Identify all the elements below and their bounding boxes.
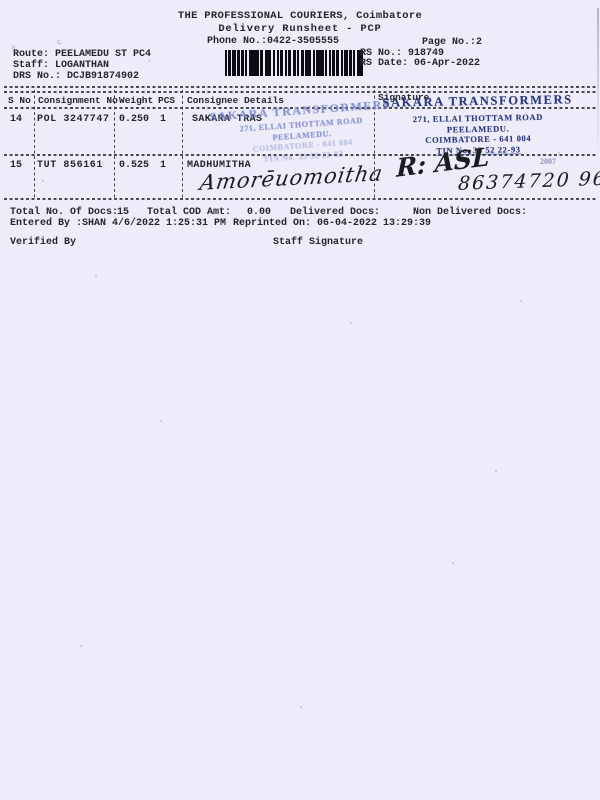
scan-noise-speck [452,562,454,564]
row14-consignment-no: POL 3247747 [37,114,110,125]
row15-pcs: 1 [160,160,167,171]
drs-no-field: DRS No.: DCJB91874902 [13,71,140,82]
column-line-3 [182,90,183,198]
stamp-company-line: SAKARA TRANSFORMERS [382,92,573,110]
row15-consignment-no: TUT 856161 [37,160,104,171]
scan-mark: c [55,37,64,48]
scan-noise-speck [160,420,162,422]
rs-no-field: RS No.: 918749 [360,48,445,59]
page-number: Page No.:2 [422,37,483,48]
scan-noise-speck [300,706,302,708]
scan-noise-speck [80,645,82,647]
table-bottom-line [4,197,596,200]
header-s-no: S No [8,95,31,106]
header-signature: Signature [378,92,430,103]
consignee-rubber-stamp: SAKARA TRANSFORMERS 271, ELLAI THOTTAM R… [204,97,400,169]
row15-s-no: 15 [10,160,23,171]
divider-line [4,86,596,88]
scan-noise-speck [558,152,560,154]
delivered-docs-label: Delivered Docs: [290,207,381,218]
company-title: THE PROFESSIONAL COURIERS, Coimbatore [177,10,423,22]
scan-noise-speck [42,180,44,182]
scan-mark: , [147,54,154,65]
total-docs-value: 15 [117,207,130,218]
row14-s-no: 14 [10,114,23,125]
column-line-2 [114,90,115,198]
stamp-date-fragment: 2007 [540,157,556,166]
scan-noise-speck [520,300,522,302]
receiver-handwritten-phone: 86374720 96 . [457,167,600,195]
staff-field: Staff: LOGANTHAN [13,60,110,71]
route-field: Route: PEELAMEDU ST PC4 [13,49,152,60]
header-pcs: PCS [158,95,176,106]
header-weight: Weight [119,95,154,106]
row14-pcs: 1 [160,114,167,125]
scan-edge-artifact [597,8,599,158]
rs-date-field: RS Date: 06-Apr-2022 [360,58,481,69]
scan-noise-speck [495,470,497,472]
column-line-4 [374,90,375,198]
column-line-1 [34,90,35,198]
table-row-divider-line [4,153,596,156]
verified-by-label: Verified By [10,237,77,248]
table-top-line [4,90,596,93]
non-delivered-docs-label: Non Delivered Docs: [413,207,528,218]
doc-type-title: Delivery Runsheet - PCP [218,23,382,35]
header-consignment-no: Consignment No [38,95,118,106]
scan-noise-speck [95,275,97,277]
staff-signature-label: Staff Signature [273,237,364,248]
cod-amount-label: Total COD Amt: [147,207,232,218]
row15-consignee: MADHUMITHA [187,160,252,171]
row14-consignee: SAKARA TRAS [192,114,263,125]
row15-weight: 0.525 [119,160,150,171]
row14-weight: 0.250 [119,114,150,125]
cod-amount-value: 0.00 [247,207,272,218]
scan-noise-speck [350,322,352,324]
header-consignee-details: Consignee Details [187,95,284,106]
barcode-image [225,50,363,76]
reprinted-on-field: Reprinted On: 06-04-2022 13:29:39 [233,218,432,229]
total-docs-label: Total No. Of Docs: [10,207,119,218]
table-header-line [4,107,596,109]
entered-by-field: Entered By :SHAN 4/6/2022 1:25:31 PM [10,218,227,229]
phone-number: Phone No.:0422-3505555 [207,36,340,47]
